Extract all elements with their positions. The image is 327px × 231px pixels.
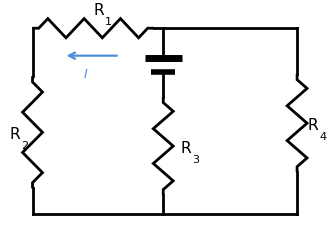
Text: R: R: [181, 140, 191, 155]
Text: 2: 2: [21, 140, 28, 150]
Text: I: I: [84, 68, 87, 81]
Text: 1: 1: [105, 17, 112, 27]
Text: 4: 4: [320, 131, 327, 141]
Text: R: R: [93, 3, 104, 18]
Text: R: R: [308, 117, 318, 132]
Text: 3: 3: [192, 154, 199, 164]
Text: R: R: [9, 126, 20, 141]
